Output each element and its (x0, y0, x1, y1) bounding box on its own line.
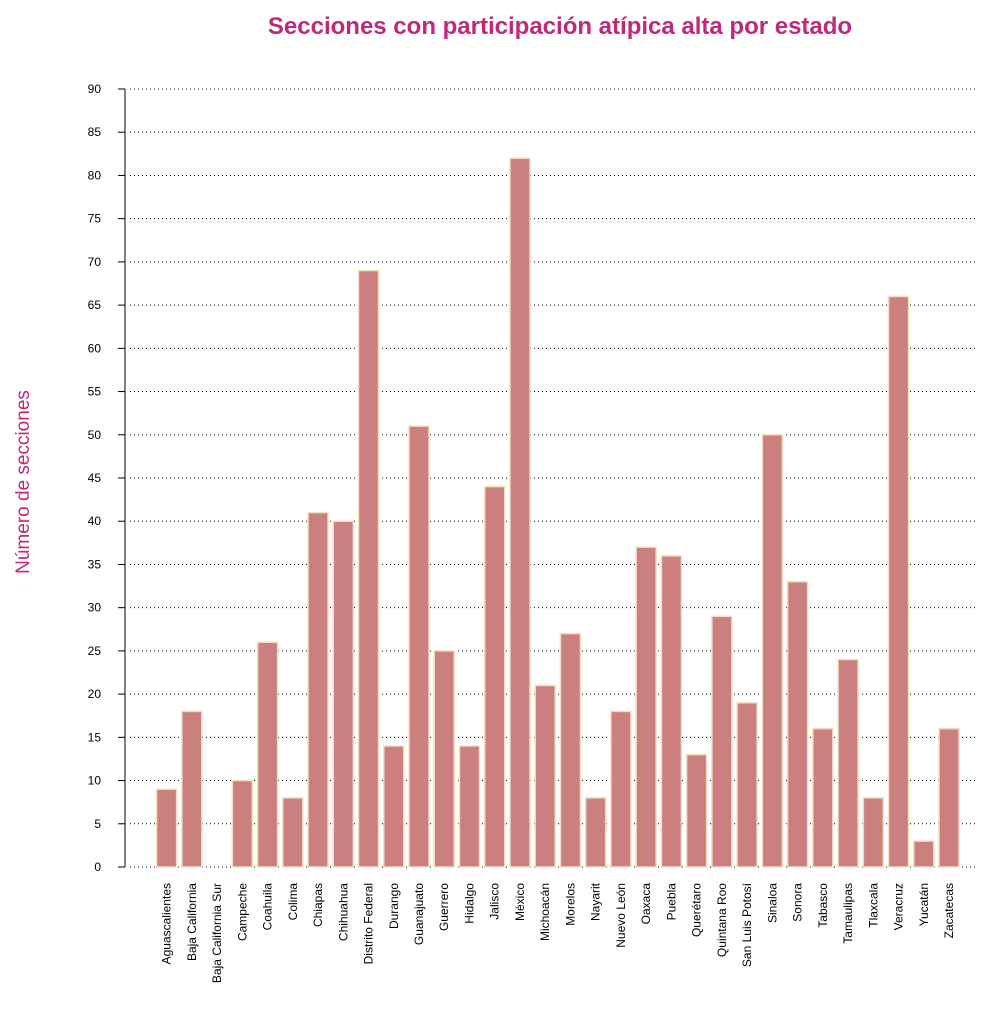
y-tick-label: 45 (88, 471, 102, 485)
bar (483, 485, 506, 868)
bar (685, 753, 708, 868)
bar (155, 788, 178, 868)
x-tick-label: México (513, 883, 527, 921)
x-tick-label: Sinaloa (765, 883, 779, 923)
bar (812, 727, 834, 868)
x-tick-label: Guanajuato (412, 883, 426, 945)
y-tick-label: 70 (88, 255, 102, 269)
x-tick-label: Michoacán (538, 883, 552, 941)
y-tick-label: 50 (88, 428, 102, 442)
x-tick-label: Zacatecas (942, 883, 956, 938)
bar (610, 710, 632, 868)
x-tick-label: Oaxaca (639, 883, 653, 925)
chart-title: Secciones con participación atípica alta… (268, 13, 852, 40)
x-tick-label: Hidalgo (462, 883, 476, 924)
bar (711, 615, 733, 868)
x-tick-label: Veracruz (892, 883, 906, 930)
x-tick-label: Tamaulipas (841, 883, 855, 944)
bar (307, 511, 329, 868)
x-tick-label: Distrito Federal (362, 883, 376, 964)
y-tick-label: 25 (88, 644, 102, 658)
x-tick-label: Baja California Sur (210, 883, 224, 983)
x-tick-label: Querétaro (690, 883, 704, 937)
y-tick-label: 30 (88, 601, 102, 615)
y-tick-label: 20 (88, 687, 102, 701)
bar (408, 425, 430, 868)
x-tick-label: San Luis Potosí (740, 882, 754, 967)
x-axis-labels: Aguascalientes Baja California Baja Califo… (160, 882, 956, 983)
y-tick-label: 90 (88, 82, 102, 96)
bar (282, 797, 304, 868)
x-tick-label: Nayarit (589, 882, 603, 921)
bar (584, 797, 607, 868)
bar (181, 710, 203, 868)
bar (837, 658, 859, 868)
y-tick-label: 0 (94, 860, 101, 874)
bar (938, 727, 960, 868)
y-tick-label: 15 (88, 730, 102, 744)
y-tick-label: 35 (88, 557, 102, 571)
bar (761, 434, 784, 868)
x-tick-label: Coahuila (261, 883, 275, 931)
x-tick-label: Chihuahua (336, 883, 350, 941)
y-tick-label: 65 (88, 298, 102, 312)
bar (913, 840, 935, 868)
bar (862, 797, 885, 868)
y-tick-label: 80 (88, 168, 102, 182)
x-tick-label: Tlaxcala (866, 883, 880, 928)
x-tick-label: Chiapas (311, 883, 325, 927)
x-tick-label: Durango (387, 883, 401, 929)
y-tick-label: 85 (88, 125, 102, 139)
x-tick-label: Yucatán (917, 883, 931, 926)
y-tick-label: 40 (88, 514, 102, 528)
y-tick-label: 55 (88, 385, 102, 399)
x-tick-label: Baja California (185, 883, 199, 961)
bar (458, 745, 481, 868)
y-tick-label: 5 (94, 817, 101, 831)
x-tick-label: Guerrero (437, 883, 451, 931)
x-tick-label: Nuevo León (614, 883, 628, 948)
y-tick-label: 60 (88, 341, 102, 355)
y-axis: 0 5 10 15 20 25 30 35 40 45 50 55 60 65 70 75 80 85 90 (88, 82, 126, 874)
bars (155, 157, 960, 868)
bar (433, 650, 455, 868)
bar (559, 632, 582, 868)
x-tick-label: Colima (286, 883, 300, 921)
bar (660, 555, 683, 868)
y-tick-label: 75 (88, 212, 102, 226)
bar (383, 745, 405, 868)
x-tick-label: Puebla (664, 883, 678, 921)
bar (635, 546, 657, 868)
bar (256, 641, 279, 868)
x-tick-label: Campeche (235, 883, 249, 941)
bar (509, 157, 531, 868)
bar (332, 520, 355, 868)
y-axis-label: Número de secciones (13, 390, 34, 574)
bar (736, 702, 758, 868)
x-tick-label: Quintana Roo (715, 883, 729, 957)
bar (887, 295, 910, 868)
bar (357, 269, 380, 868)
bar (786, 580, 809, 868)
x-tick-label: Tabasco (816, 883, 830, 928)
x-tick-label: Morelos (563, 883, 577, 926)
x-tick-label: Jalisco (488, 883, 502, 920)
x-tick-label: Sonora (791, 883, 805, 922)
x-tick-label: Aguascalientes (160, 883, 174, 964)
bar (534, 684, 556, 868)
bar (231, 779, 254, 868)
y-tick-label: 10 (88, 774, 102, 788)
